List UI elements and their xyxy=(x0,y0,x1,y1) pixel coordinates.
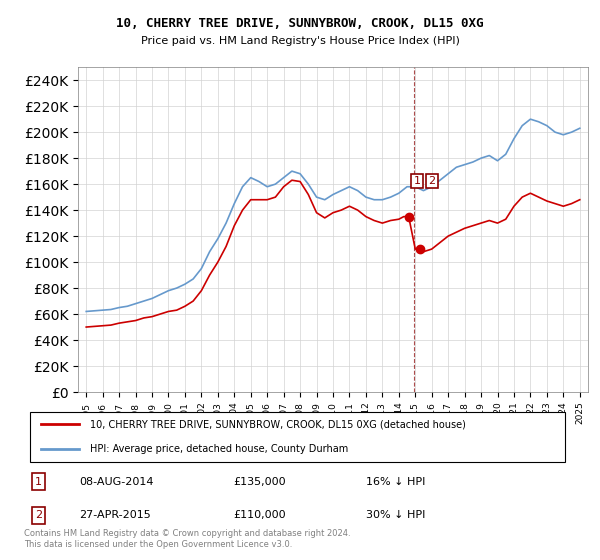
Text: HPI: Average price, detached house, County Durham: HPI: Average price, detached house, Coun… xyxy=(90,444,349,454)
Text: 1: 1 xyxy=(35,477,42,487)
Text: 10, CHERRY TREE DRIVE, SUNNYBROW, CROOK, DL15 0XG (detached house): 10, CHERRY TREE DRIVE, SUNNYBROW, CROOK,… xyxy=(90,419,466,430)
Text: £110,000: £110,000 xyxy=(234,510,286,520)
Text: Contains HM Land Registry data © Crown copyright and database right 2024.
This d: Contains HM Land Registry data © Crown c… xyxy=(24,529,350,549)
Text: 30% ↓ HPI: 30% ↓ HPI xyxy=(366,510,425,520)
Text: 1: 1 xyxy=(413,176,421,186)
Text: £135,000: £135,000 xyxy=(234,477,286,487)
Text: 27-APR-2015: 27-APR-2015 xyxy=(79,510,151,520)
Text: Price paid vs. HM Land Registry's House Price Index (HPI): Price paid vs. HM Land Registry's House … xyxy=(140,36,460,46)
Text: 16% ↓ HPI: 16% ↓ HPI xyxy=(366,477,425,487)
Text: 2: 2 xyxy=(35,510,42,520)
Text: 2: 2 xyxy=(428,176,436,186)
FancyBboxPatch shape xyxy=(29,412,565,462)
Text: 08-AUG-2014: 08-AUG-2014 xyxy=(79,477,154,487)
Text: 10, CHERRY TREE DRIVE, SUNNYBROW, CROOK, DL15 0XG: 10, CHERRY TREE DRIVE, SUNNYBROW, CROOK,… xyxy=(116,17,484,30)
